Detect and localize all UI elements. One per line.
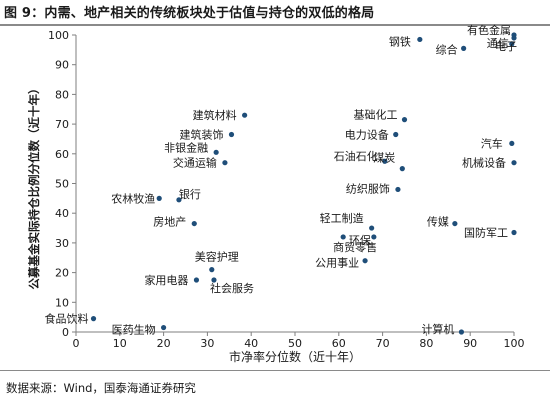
data-point — [395, 186, 401, 193]
y-tick-label: 20 — [55, 267, 69, 280]
y-tick-label: 80 — [55, 88, 69, 101]
y-tick-label: 50 — [55, 178, 69, 191]
data-point — [176, 197, 182, 203]
data-point — [399, 166, 405, 172]
y-tick-label: 0 — [62, 326, 69, 339]
y-tick-label: 30 — [55, 237, 69, 250]
data-point-label: 纺织服饰 — [346, 181, 390, 195]
x-tick-label: 100 — [504, 337, 525, 350]
data-point — [369, 225, 375, 231]
data-point — [417, 36, 423, 43]
data-point-label: 银行 — [179, 187, 201, 201]
y-tick-label: 40 — [55, 207, 69, 220]
y-axis-label: 公募基金实际持仓比例分位数（近十年） — [27, 83, 41, 290]
data-points — [90, 32, 517, 335]
data-point-label: 美容护理 — [195, 250, 239, 264]
x-tick-label: 50 — [288, 337, 302, 350]
data-point — [401, 117, 408, 123]
data-point-label: 食品饮料 — [45, 312, 89, 326]
data-point-label: 房地产 — [153, 215, 186, 229]
y-tick-label: 70 — [55, 118, 69, 131]
data-point — [511, 229, 517, 236]
data-point-label: 传媒 — [427, 216, 449, 229]
data-point-label: 石油石化 — [334, 149, 378, 163]
data-point-label: 公用事业 — [315, 257, 359, 270]
data-point-label: 国防军工 — [464, 226, 508, 240]
data-point-label: 汽车 — [481, 136, 503, 150]
data-point — [222, 160, 228, 166]
x-tick-label: 80 — [419, 337, 433, 350]
axes: 0 10 20 30 40 50 60 70 80 90 100 0 10 20 30 40 50 60 70 80 9… — [48, 29, 525, 350]
title-bar: 图 9：内需、地产相关的传统板块处于估值与持仓的双低的格局 — [0, 0, 550, 26]
figure-title: 图 9：内需、地产相关的传统板块处于估值与持仓的双低的格局 — [4, 6, 375, 21]
data-point — [511, 160, 517, 166]
data-point-label: 农林牧渔 — [111, 191, 155, 205]
data-point — [242, 112, 248, 118]
data-point — [382, 158, 388, 164]
data-point — [509, 41, 515, 47]
data-point-label: 机械设备 — [462, 156, 506, 170]
data-point — [193, 277, 200, 283]
data-point — [228, 131, 235, 138]
data-point — [211, 277, 217, 283]
data-point-label: 钢铁 — [389, 35, 411, 48]
y-tick-label: 90 — [55, 59, 69, 72]
data-point — [393, 131, 399, 138]
data-point-label: 建筑材料 — [193, 108, 237, 122]
data-point — [209, 267, 215, 273]
x-axis-label: 市净率分位数（近十年） — [229, 349, 361, 364]
data-point-label: 非银金融 — [164, 140, 208, 154]
source-note: 数据来源：Wind，国泰海通证券研究 — [6, 381, 196, 395]
x-tick-label: 10 — [113, 337, 127, 350]
data-point — [458, 329, 465, 335]
data-point-label: 商贸零售 — [333, 240, 377, 254]
data-point — [509, 140, 515, 147]
x-tick-label: 40 — [244, 337, 258, 350]
data-point-label: 交通运输 — [173, 156, 217, 170]
data-point — [362, 258, 368, 264]
source-divider — [0, 370, 550, 371]
x-tick-label: 20 — [157, 337, 171, 350]
data-point-label: 煤炭 — [373, 152, 395, 165]
x-tick-label: 0 — [73, 337, 80, 350]
data-point — [191, 220, 197, 227]
data-point-label: 电力设备 — [345, 127, 389, 141]
x-tick-label: 30 — [200, 337, 214, 350]
data-point-label: 有色金属 — [467, 23, 511, 37]
data-point-label: 建筑装饰 — [179, 127, 223, 141]
y-tick-label: 60 — [55, 148, 69, 161]
x-tick-label: 60 — [332, 337, 346, 350]
data-point-label: 轻工制造 — [320, 211, 364, 225]
data-point — [161, 324, 167, 331]
data-point-label: 通信 — [487, 37, 509, 50]
data-point-label: 基础化工 — [354, 108, 398, 122]
y-tick-label: 10 — [55, 296, 69, 309]
x-tick-label: 70 — [376, 337, 390, 350]
data-point-label: 家用电器 — [144, 273, 188, 287]
data-point-label: 社会服务 — [210, 281, 254, 295]
data-point — [90, 316, 97, 322]
data-point — [452, 220, 458, 227]
data-point-label: 计算机 — [421, 322, 454, 336]
data-point-label: 环保 — [349, 233, 371, 247]
x-tick-label: 90 — [463, 337, 477, 350]
data-point-label: 综合 — [436, 42, 458, 56]
data-point-label: 医药生物 — [112, 323, 156, 337]
data-point — [156, 195, 162, 201]
data-point — [340, 234, 346, 240]
data-point — [461, 45, 467, 51]
y-tick-label: 100 — [48, 29, 69, 42]
data-point-label: 电子 — [495, 40, 517, 53]
data-point — [371, 234, 377, 240]
data-point — [511, 35, 517, 41]
data-point — [213, 149, 219, 155]
